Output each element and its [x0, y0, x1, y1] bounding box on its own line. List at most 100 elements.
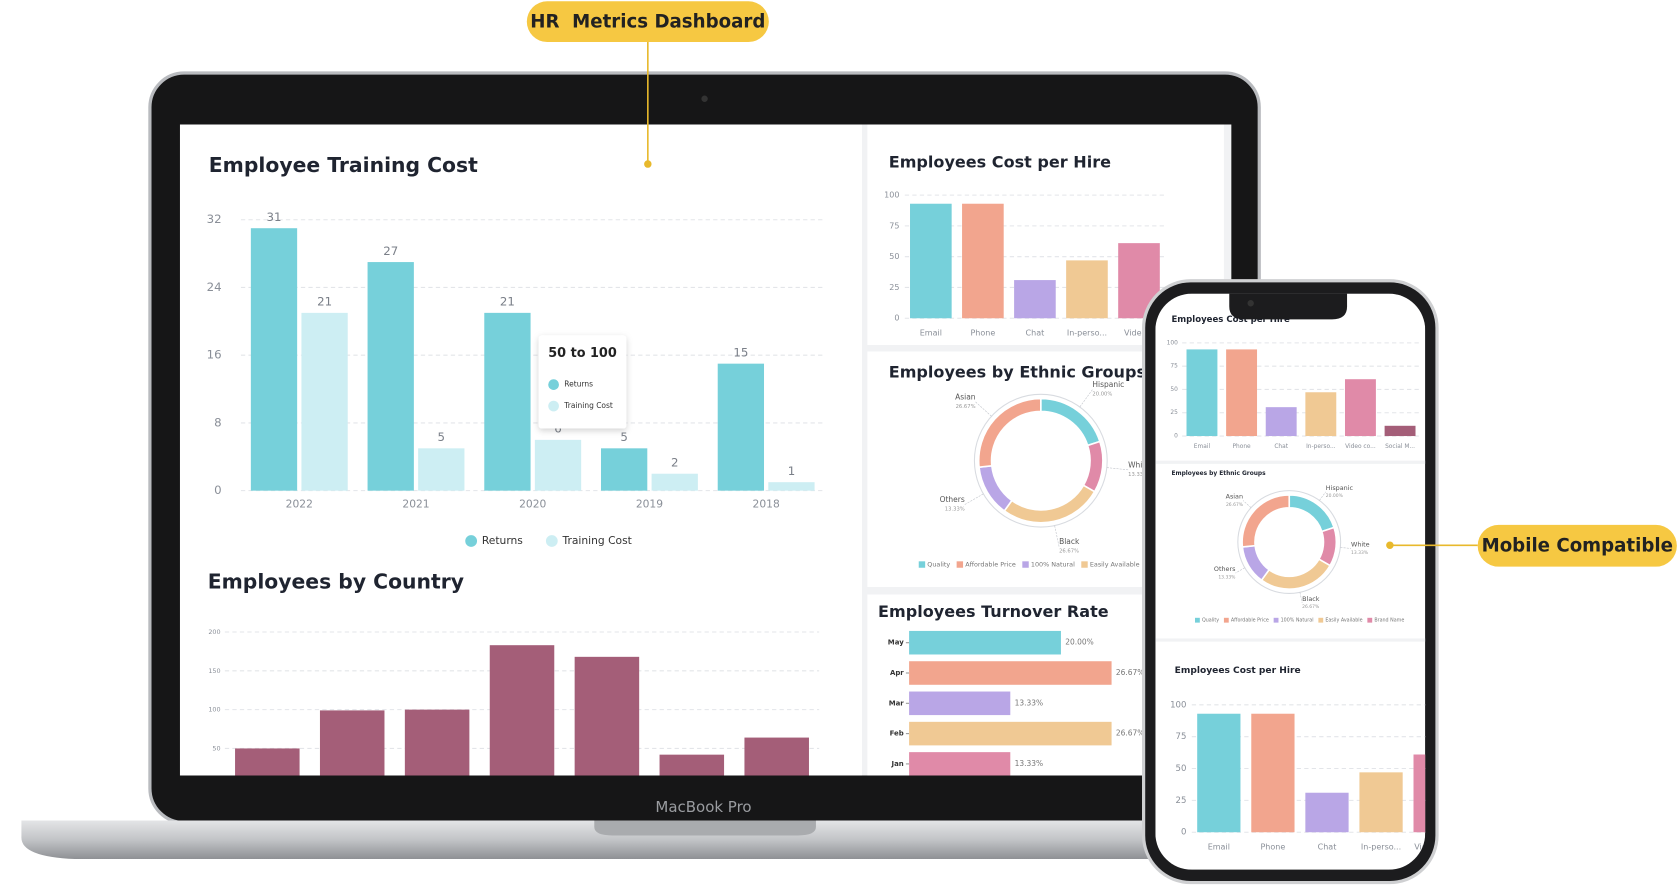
- y-tick-label: Jan: [891, 760, 904, 768]
- leader-line: [1299, 592, 1303, 603]
- chart-title: Employees by Country: [208, 570, 464, 594]
- legend-swatch: [545, 535, 558, 547]
- slice-label: Black: [1302, 595, 1320, 603]
- donut-ring: [1237, 490, 1342, 594]
- donut-slice: [977, 397, 1042, 469]
- value-label: 15: [733, 345, 748, 359]
- bar: [1186, 349, 1218, 437]
- bar: [1305, 792, 1349, 833]
- legend-swatch: [1318, 617, 1324, 623]
- slice-label: Others: [1214, 565, 1236, 573]
- laptop-base: [21, 820, 1393, 860]
- bar: [1066, 260, 1108, 319]
- chart-title: Employees by Ethnic Groups: [889, 362, 1146, 381]
- y-tick-label: 50: [212, 744, 220, 752]
- bar: [659, 754, 725, 776]
- y-tick-label: 100: [1167, 340, 1178, 346]
- y-tick-label: Mar: [889, 699, 905, 707]
- bar: [235, 748, 300, 776]
- bar: [1251, 713, 1295, 833]
- bar: [600, 448, 648, 491]
- value-label: 5: [620, 430, 627, 444]
- tooltip-label: Returns: [564, 380, 593, 389]
- legend-label: 100% Natural: [1031, 561, 1075, 569]
- bar: [909, 630, 1061, 655]
- bar: [418, 448, 465, 491]
- y-tick-label: 16: [207, 348, 222, 362]
- legend-label: Easily Available: [1090, 561, 1140, 569]
- value-label: 31: [267, 210, 282, 224]
- chart-title: Employees Cost per Hire: [889, 152, 1111, 171]
- slice-value: 20.00%: [1326, 493, 1344, 499]
- bar: [962, 203, 1004, 319]
- x-tick-label: 2020: [519, 498, 546, 511]
- value-label: 5: [438, 430, 446, 444]
- legend-label: 100% Natural: [1281, 618, 1314, 624]
- legend-label: Quality: [927, 561, 950, 569]
- slice-value: 26.67%: [1226, 502, 1244, 508]
- leader-line: [1242, 500, 1252, 508]
- value-label: 21: [317, 295, 332, 309]
- bar: [489, 645, 555, 776]
- value-label: 27: [383, 244, 398, 258]
- bar: [484, 312, 531, 491]
- value-label: 1: [788, 464, 795, 478]
- bar: [1359, 772, 1403, 833]
- leader-line: [1106, 467, 1129, 471]
- slice-value: 26.67%: [956, 404, 976, 410]
- y-tick-label: 100: [208, 706, 220, 714]
- leader-line: [1340, 547, 1352, 549]
- value-label: 26.67%: [1116, 729, 1145, 738]
- bar: [404, 709, 470, 776]
- tooltip-swatch: [548, 379, 559, 390]
- y-tick-label: 0: [894, 314, 899, 323]
- slice-label: Asian: [1226, 493, 1243, 501]
- slice-value: 26.67%: [1302, 604, 1320, 610]
- bar: [909, 752, 1011, 776]
- bar: [717, 363, 765, 491]
- x-tick-label: Video...: [1124, 329, 1154, 338]
- bar: [1413, 754, 1426, 833]
- y-tick-label: Apr: [890, 669, 904, 677]
- separator: [1155, 460, 1426, 464]
- x-tick-label: Phone: [970, 329, 995, 338]
- callout-text: HR Metrics Dashboard: [530, 12, 765, 33]
- x-tick-label: Video co...: [1414, 843, 1456, 852]
- legend-label: Training Cost: [562, 534, 632, 547]
- legend-swatch: [1081, 561, 1088, 568]
- y-tick-label: Feb: [890, 730, 904, 738]
- tooltip-title: 50 to 100: [548, 346, 617, 361]
- bar: [250, 228, 298, 491]
- slice-value: 13.33%: [945, 507, 965, 513]
- x-tick-label: Chat: [1274, 444, 1288, 450]
- callout-pill: [1477, 524, 1677, 567]
- slice-value: 20.00%: [1092, 392, 1112, 398]
- chart-title: Employees Cost per Hire: [1171, 315, 1290, 325]
- x-tick-label: In-perso...: [1361, 843, 1401, 852]
- callout-dot: [644, 160, 652, 168]
- legend-label: Affordable Price: [965, 561, 1016, 569]
- y-tick-label: 25: [1176, 796, 1187, 806]
- legend-label: Quality: [1202, 618, 1219, 624]
- y-tick-label: 8: [214, 415, 222, 429]
- leader-line: [1079, 389, 1093, 408]
- bar: [1344, 379, 1376, 437]
- slice-value: 13.33%: [1128, 472, 1148, 478]
- legend-swatch: [1195, 617, 1200, 623]
- bar: [909, 691, 1011, 716]
- value-label: 13.33%: [1015, 759, 1044, 768]
- x-tick-label: Email: [1194, 444, 1211, 450]
- camera: [701, 95, 708, 102]
- x-tick-label: In-perso...: [1067, 329, 1107, 338]
- y-tick-label: 200: [208, 628, 220, 636]
- bar: [319, 710, 385, 776]
- separator: [1155, 638, 1426, 642]
- y-tick-label: 25: [889, 283, 899, 292]
- phone-screen: Employees Cost per Hire 0 25 50 75 100 Email Ph…: [1155, 293, 1511, 870]
- y-tick-label: 25: [1170, 410, 1178, 416]
- bar: [1468, 818, 1511, 832]
- y-tick-label: 100: [1170, 700, 1186, 710]
- tooltip: [538, 335, 627, 429]
- bar: [1384, 425, 1416, 437]
- chart-title: Employees Turnover Rate: [878, 602, 1109, 621]
